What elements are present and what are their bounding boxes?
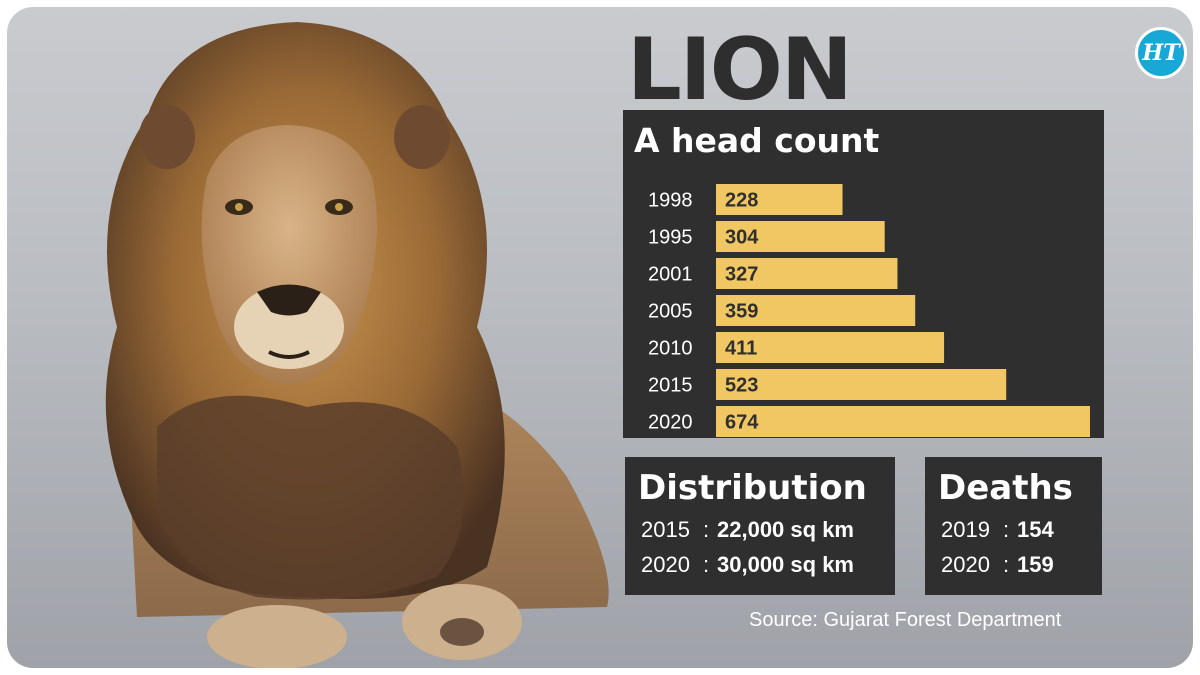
head-count-chart: 1998 228 1995 304 2001 327 2005 359 2010 411 2015 5…	[648, 184, 1090, 437]
distribution-separator: :	[703, 552, 710, 577]
year-label: 2015	[648, 375, 693, 397]
page-title: LION	[627, 20, 853, 120]
bar	[716, 295, 916, 326]
bar	[716, 184, 843, 215]
year-label: 2005	[648, 301, 693, 323]
year-label: 2001	[648, 264, 693, 286]
deaths-year: 2019	[941, 517, 990, 542]
distribution-value: 30,000 sq km	[717, 552, 854, 577]
bar-value-label: 411	[725, 338, 757, 360]
year-label: 2010	[648, 338, 693, 360]
deaths-panel: Deaths 2019:154 2020:159	[925, 457, 1102, 595]
infographic-card: LION HT 1998 228 1995 304 2001 327 2005 359 2010…	[7, 7, 1193, 668]
ht-logo: HT	[1135, 27, 1187, 79]
bar-value-label: 523	[725, 375, 758, 397]
deaths-separator: :	[1003, 552, 1010, 577]
distribution-separator: :	[703, 517, 710, 542]
head-count-title: A head count	[634, 121, 880, 160]
bar	[716, 332, 945, 363]
bar-value-label: 359	[725, 301, 758, 323]
deaths-row: 2019:154	[941, 517, 1054, 543]
deaths-value: 159	[1017, 552, 1054, 577]
distribution-row: 2015:22,000 sq km	[641, 517, 854, 543]
distribution-year: 2020	[641, 552, 690, 577]
bar	[716, 406, 1090, 437]
deaths-separator: :	[1003, 517, 1010, 542]
deaths-value: 154	[1017, 517, 1054, 542]
bar-value-label: 228	[725, 190, 758, 212]
bar-value-label: 304	[725, 227, 759, 249]
bar-value-label: 674	[725, 412, 759, 434]
year-label: 1995	[648, 227, 693, 249]
distribution-row: 2020:30,000 sq km	[641, 552, 854, 578]
distribution-year: 2015	[641, 517, 690, 542]
bar	[716, 221, 885, 252]
deaths-year: 2020	[941, 552, 990, 577]
distribution-panel: Distribution 2015:22,000 sq km 2020:30,0…	[625, 457, 895, 595]
lion-photo	[105, 22, 609, 668]
head-count-panel: 1998 228 1995 304 2001 327 2005 359 2010 411 2015 5…	[623, 110, 1104, 438]
year-label: 1998	[648, 190, 693, 212]
distribution-title: Distribution	[638, 468, 867, 508]
bar	[716, 369, 1007, 400]
bar-value-label: 327	[725, 264, 758, 286]
year-label: 2020	[648, 412, 693, 434]
bar	[716, 258, 898, 289]
distribution-value: 22,000 sq km	[717, 517, 854, 542]
deaths-title: Deaths	[938, 468, 1073, 508]
source-note: Source: Gujarat Forest Department	[749, 609, 1062, 631]
deaths-row: 2020:159	[941, 552, 1054, 578]
